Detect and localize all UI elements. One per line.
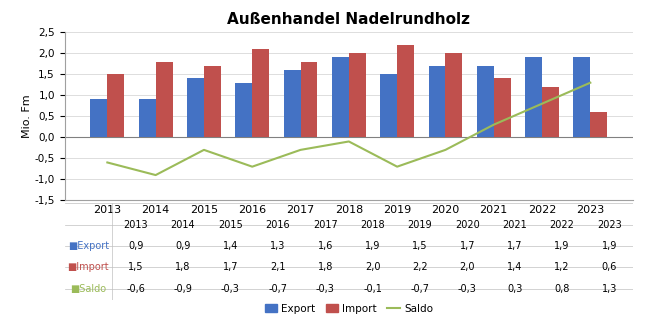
Bar — [187, 78, 204, 137]
Bar — [349, 53, 366, 137]
Text: -0,1: -0,1 — [363, 284, 382, 294]
Text: -0,3: -0,3 — [316, 284, 335, 294]
Text: 2017: 2017 — [313, 220, 337, 230]
Bar — [446, 53, 463, 137]
Text: 1,9: 1,9 — [601, 241, 617, 251]
Bar — [156, 62, 172, 137]
Text: 0,9: 0,9 — [128, 241, 143, 251]
Bar — [542, 87, 559, 137]
Text: 2013: 2013 — [123, 220, 148, 230]
Text: 1,6: 1,6 — [317, 241, 333, 251]
Bar — [397, 45, 414, 137]
Text: 2,0: 2,0 — [459, 263, 475, 272]
Text: -0,3: -0,3 — [458, 284, 477, 294]
Text: 1,8: 1,8 — [175, 263, 191, 272]
Text: 1,4: 1,4 — [223, 241, 238, 251]
Text: 2014: 2014 — [171, 220, 195, 230]
Text: 2023: 2023 — [597, 220, 621, 230]
Bar — [204, 66, 221, 137]
Title: Außenhandel Nadelrundholz: Außenhandel Nadelrundholz — [227, 12, 470, 27]
Bar — [494, 78, 510, 137]
Bar — [139, 99, 156, 137]
Text: -0,9: -0,9 — [174, 284, 193, 294]
Text: 1,7: 1,7 — [459, 241, 475, 251]
Bar — [284, 70, 300, 137]
Text: 1,7: 1,7 — [223, 263, 238, 272]
Text: 2018: 2018 — [360, 220, 385, 230]
Text: 2015: 2015 — [218, 220, 243, 230]
Text: ■Import: ■Import — [67, 263, 109, 272]
Text: 1,7: 1,7 — [507, 241, 523, 251]
Bar — [574, 57, 590, 137]
Legend: Export, Import, Saldo: Export, Import, Saldo — [260, 299, 437, 318]
Text: 1,8: 1,8 — [317, 263, 333, 272]
Bar — [300, 62, 317, 137]
Text: -0,6: -0,6 — [126, 284, 145, 294]
Text: 2020: 2020 — [455, 220, 479, 230]
Text: ■Saldo: ■Saldo — [70, 284, 107, 294]
Text: 0,8: 0,8 — [554, 284, 570, 294]
Text: 0,6: 0,6 — [601, 263, 617, 272]
Text: 1,4: 1,4 — [507, 263, 523, 272]
Text: 1,9: 1,9 — [554, 241, 570, 251]
Text: ■Export: ■Export — [68, 241, 109, 251]
Bar — [590, 112, 607, 137]
Text: 2,0: 2,0 — [365, 263, 380, 272]
Bar — [107, 74, 124, 137]
Bar — [252, 49, 269, 137]
Text: 0,3: 0,3 — [507, 284, 523, 294]
Bar — [380, 74, 397, 137]
Text: 1,9: 1,9 — [365, 241, 380, 251]
Text: 1,3: 1,3 — [270, 241, 286, 251]
Text: -0,3: -0,3 — [221, 284, 240, 294]
Bar — [428, 66, 446, 137]
Text: 1,5: 1,5 — [412, 241, 428, 251]
Text: 1,5: 1,5 — [128, 263, 143, 272]
Text: 1,3: 1,3 — [601, 284, 617, 294]
Text: 2,1: 2,1 — [270, 263, 286, 272]
Text: 2019: 2019 — [408, 220, 432, 230]
Text: 2,2: 2,2 — [412, 263, 428, 272]
Text: 1,2: 1,2 — [554, 263, 570, 272]
Text: -0,7: -0,7 — [410, 284, 430, 294]
Text: -0,7: -0,7 — [268, 284, 287, 294]
Text: 2022: 2022 — [550, 220, 574, 230]
Bar — [477, 66, 494, 137]
Text: 0,9: 0,9 — [175, 241, 191, 251]
Text: 2016: 2016 — [266, 220, 290, 230]
Bar — [332, 57, 349, 137]
Text: 2021: 2021 — [503, 220, 527, 230]
Bar — [90, 99, 107, 137]
Y-axis label: Mio. Fm: Mio. Fm — [22, 94, 32, 138]
Bar — [235, 83, 252, 137]
Bar — [525, 57, 542, 137]
